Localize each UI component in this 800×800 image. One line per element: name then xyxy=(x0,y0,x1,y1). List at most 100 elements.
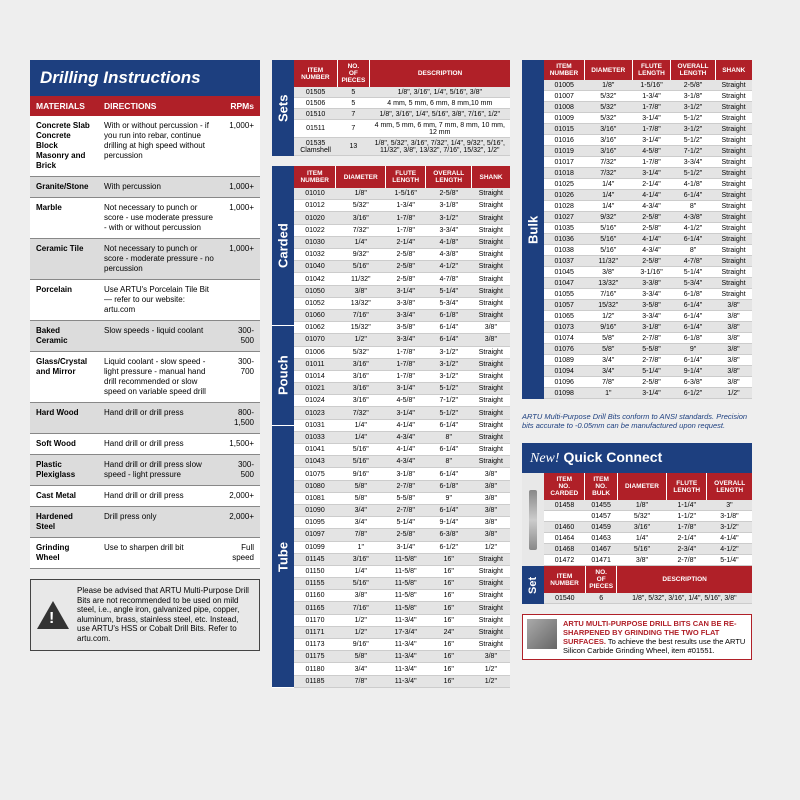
table-row: 010311/4"4-1/4"6-1/4"Straight xyxy=(294,419,510,431)
table-row: 010125/32"1-3/4"3-1/8"Straight xyxy=(294,200,510,212)
table-row: 0151174 mm, 5 mm, 6 mm, 7 mm, 8 mm, 10 m… xyxy=(294,120,510,138)
bit-illustration xyxy=(522,473,544,566)
table-row: 010805/8"2-7/8"6-1/8"3/8" xyxy=(294,480,510,492)
bulk-tab: Bulk xyxy=(522,60,544,399)
table-row: 010981"3-1/4"6-1/2"1/2" xyxy=(544,388,752,399)
sets-block: Sets ITEMNUMBERNO.OFPIECESDESCRIPTION015… xyxy=(272,60,510,156)
table-row: 010415/16"4-1/4"6-1/4"Straight xyxy=(294,444,510,456)
qc-header: New! Quick Connect xyxy=(522,443,752,473)
table-row: 010051/8"1-5/16"2-5/8"Straight xyxy=(544,80,752,91)
drilling-colhead: MATERIALS DIRECTIONS RPMs xyxy=(30,96,260,116)
drilling-instructions-column: Drilling Instructions MATERIALS DIRECTIO… xyxy=(30,60,260,740)
qc-table: ITEMNO.CARDEDITEMNO.BULKDIAMETERFLUTELEN… xyxy=(544,473,752,566)
right-column: Bulk ITEMNUMBERDIAMETERFLUTELENGTHOVERAL… xyxy=(522,60,752,740)
table-row: 01472014713/8"2-7/8"5-1/4" xyxy=(544,555,752,566)
table-row: 011857/8"11-3/4"16"1/2" xyxy=(294,675,510,687)
table-row: 01535 Clamshell131/8", 5/32", 3/16", 7/3… xyxy=(294,138,510,156)
table-row: 010227/32"1-7/8"3-3/4"Straight xyxy=(294,224,510,236)
table-row: 0105715/32"3-5/8"6-1/4"3/8" xyxy=(544,300,752,311)
table-row: 010095/32"3-1/4"5-1/2"Straight xyxy=(544,113,752,124)
table-row: 010503/8"3-1/4"5-1/4"Straight xyxy=(294,285,510,297)
table-row: 010193/16"4-5/8"7-1/2"Straight xyxy=(544,146,752,157)
table-row: 010301/4"2-1/4"4-1/8"Straight xyxy=(294,236,510,248)
warning-icon xyxy=(37,601,69,629)
table-row: 010329/32"2-5/8"4-3/8"Straight xyxy=(294,249,510,261)
grinding-wheel-icon xyxy=(527,619,557,649)
table-row: 010557/16"3-3/4"6-1/8"Straight xyxy=(544,289,752,300)
table-row: 0154061/8", 5/32", 3/16", 1/4", 5/16", 3… xyxy=(544,593,752,604)
quick-connect-block: New! Quick Connect ITEMNO.CARDEDITEMNO.B… xyxy=(522,443,752,604)
warning-text: Please be advised that ARTU Multi-Purpos… xyxy=(77,586,253,644)
table-row: 011711/2"17-3/4"24"Straight xyxy=(294,626,510,638)
table-row: 011603/8"11-5/8"16"Straight xyxy=(294,590,510,602)
drilling-row: Hardened SteelDrill press only2,000+ xyxy=(30,507,260,538)
table-row: 011739/16"11-3/4"16"Straight xyxy=(294,639,510,651)
table-row: 0151071/8", 3/16", 1/4", 5/16", 3/8", 7/… xyxy=(294,109,510,120)
drilling-row: Hard WoodHand drill or drill press800-1,… xyxy=(30,403,260,434)
resharpen-box: ARTU MULTI-PURPOSE DRILL BITS CAN BE RE-… xyxy=(522,614,752,660)
sets-table: ITEMNUMBERNO.OFPIECESDESCRIPTION0150551/… xyxy=(294,60,510,156)
table-row: 010203/16"1-7/8"3-1/2"Straight xyxy=(294,212,510,224)
drilling-row: Concrete SlabConcrete BlockMasonry and B… xyxy=(30,116,260,177)
table-row: 0103711/32"2-5/8"4-7/8"Straight xyxy=(544,256,752,267)
table-row: 01468014675/16"2-3/4"4-1/2" xyxy=(544,544,752,555)
drilling-row: MarbleNot necessary to punch or score - … xyxy=(30,198,260,239)
table-row: 0150551/8", 3/16", 1/4", 5/16", 3/8" xyxy=(294,87,510,98)
table-row: 010607/16"3-3/4"6-1/8"Straight xyxy=(294,309,510,321)
table-row: 0104713/32"3-3/8"5-3/4"Straight xyxy=(544,278,752,289)
drilling-row: Plastic PlexiglassHand drill or drill pr… xyxy=(30,455,260,486)
carded-pouch-tube-block: CardedPouchTube ITEMNUMBERDIAMETERFLUTEL… xyxy=(272,166,510,688)
table-row: 010075/32"1-3/4"3-1/8"Straight xyxy=(544,91,752,102)
table-row: 01458014551/8"1-1/4"3" xyxy=(544,500,752,511)
drilling-row: Baked CeramicSlow speeds - liquid coolan… xyxy=(30,321,260,352)
table-row: 010765/8"5-5/8"9"3/8" xyxy=(544,344,752,355)
drilling-row: Grinding WheelUse to sharpen drill bitFu… xyxy=(30,538,260,569)
drilling-row: Ceramic TileNot necessary to punch or sc… xyxy=(30,239,260,280)
warning-box: Please be advised that ARTU Multi-Purpos… xyxy=(30,579,260,651)
table-row: 010385/16"4-3/4"8"Straight xyxy=(544,245,752,256)
table-row: 010365/16"4-1/4"6-1/4"Straight xyxy=(544,234,752,245)
table-row: 011453/16"11-5/8"16"Straight xyxy=(294,553,510,565)
table-row: 010739/16"3-1/8"6-1/4"3/8" xyxy=(544,322,752,333)
table-row: 010243/16"4-5/8"7-1/2"Straight xyxy=(294,395,510,407)
table-row: 011657/16"11-5/8"16"Straight xyxy=(294,602,510,614)
table-row: 010261/4"4-1/4"6-1/4"Straight xyxy=(544,190,752,201)
table-row: 010163/16"3-1/4"5-1/2"Straight xyxy=(544,135,752,146)
drilling-row: PorcelainUse ARTU's Porcelain Tile Bit —… xyxy=(30,280,260,321)
table-row: 010405/16"2-5/8"4-1/2"Straight xyxy=(294,261,510,273)
table-row: 0104211/32"2-5/8"4-7/8"Straight xyxy=(294,273,510,285)
table-row: 010331/4"4-3/4"8"Straight xyxy=(294,431,510,443)
table-row: 010065/32"1-7/8"3-1/2"Straight xyxy=(294,346,510,358)
table-row: 010953/4"5-1/4"9-1/4"3/8" xyxy=(294,517,510,529)
table-row: 010143/16"1-7/8"3-1/2"Straight xyxy=(294,370,510,382)
cpt-table: ITEMNUMBERDIAMETERFLUTELENGTHOVERALLLENG… xyxy=(294,166,510,688)
table-row: 010435/16"4-3/4"8"Straight xyxy=(294,456,510,468)
table-row: 010893/4"2-7/8"6-1/4"3/8" xyxy=(544,355,752,366)
table-row: 010085/32"1-7/8"3-1/2"Straight xyxy=(544,102,752,113)
sets-tab: Sets xyxy=(272,60,294,156)
table-row: 010453/8"3-1/16"5-1/4"Straight xyxy=(544,267,752,278)
drilling-row: Soft WoodHand drill or drill press1,500+ xyxy=(30,434,260,455)
table-row: 0105213/32"3-3/8"5-3/4"Straight xyxy=(294,297,510,309)
table-row: 010237/32"3-1/4"5-1/2"Straight xyxy=(294,407,510,419)
drilling-row: Granite/StoneWith percussion1,000+ xyxy=(30,177,260,198)
qc-set-tab: Set xyxy=(522,566,544,604)
table-row: 010943/4"5-1/4"9-1/4"3/8" xyxy=(544,366,752,377)
table-row: 010651/2"3-3/4"6-1/4"3/8" xyxy=(544,311,752,322)
table-row: 01464014631/4"2-1/4"4-1/4" xyxy=(544,533,752,544)
ansi-note: ARTU Multi-Purpose Drill Bits conform to… xyxy=(522,409,752,433)
center-column: Sets ITEMNUMBERNO.OFPIECESDESCRIPTION015… xyxy=(272,60,510,740)
table-row: 0150654 mm, 5 mm, 6 mm, 8 mm,10 mm xyxy=(294,98,510,109)
table-row: 011701/2"11-3/4"16"Straight xyxy=(294,614,510,626)
section-tab: Carded xyxy=(272,166,294,326)
table-row: 010187/32"3-1/4"5-1/2"Straight xyxy=(544,168,752,179)
table-row: 010101/8"1-5/16"2-5/8"Straight xyxy=(294,188,510,200)
table-row: 011755/8"11-3/4"16"3/8" xyxy=(294,651,510,663)
table-row: 010355/16"2-5/8"4-1/2"Straight xyxy=(544,223,752,234)
qc-set-table: ITEMNUMBERNO.OFPIECESDESCRIPTION0154061/… xyxy=(544,566,752,604)
table-row: 010213/16"3-1/4"5-1/2"Straight xyxy=(294,383,510,395)
table-row: 010991"3-1/4"6-1/2"1/2" xyxy=(294,541,510,553)
table-row: 010113/16"1-7/8"3-1/2"Straight xyxy=(294,358,510,370)
drilling-title: Drilling Instructions xyxy=(30,60,260,96)
bulk-block: Bulk ITEMNUMBERDIAMETERFLUTELENGTHOVERAL… xyxy=(522,60,752,399)
